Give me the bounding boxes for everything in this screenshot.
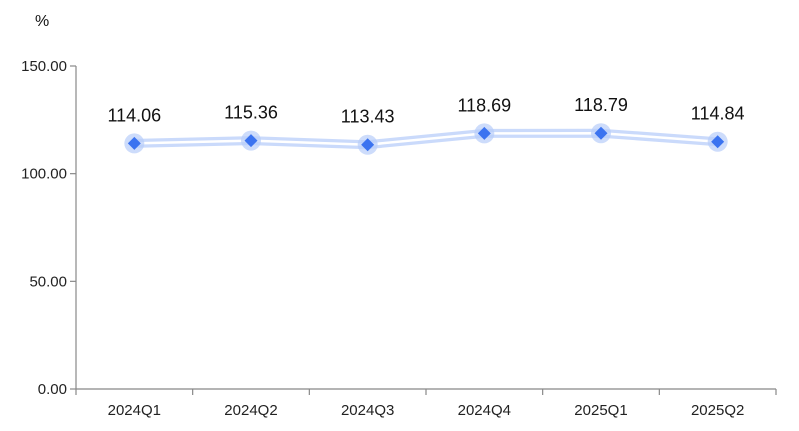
x-tick-label: 2024Q3: [341, 402, 394, 419]
data-point-diamond: [361, 138, 375, 152]
data-point-diamond: [594, 126, 608, 140]
axes: 0.00 50.00 100.00 150.00 2024Q1 2024Q2 2024Q3 2…: [21, 58, 777, 419]
data-labels: 114.06 115.36 113.43 118.69 118.79 114.84: [107, 95, 744, 127]
data-value-label: 113.43: [341, 107, 395, 127]
y-tick-label: 100.00: [21, 166, 67, 183]
x-tick-label: 2025Q2: [691, 402, 744, 419]
data-value-label: 118.69: [457, 95, 511, 115]
data-point-diamond: [127, 136, 141, 150]
x-tick-label: 2024Q4: [458, 402, 511, 419]
data-point-diamond: [244, 134, 258, 148]
y-axis-unit-label: %: [35, 13, 49, 30]
x-tick-label: 2025Q1: [574, 402, 627, 419]
data-point-diamond: [711, 135, 725, 149]
x-tick-label: 2024Q1: [108, 402, 161, 419]
data-value-label: 115.36: [224, 103, 278, 123]
y-tick-label: 0.00: [38, 381, 67, 398]
data-point-diamond: [477, 126, 491, 140]
series-line: [133, 131, 719, 146]
x-tick-label: 2024Q2: [224, 402, 277, 419]
data-value-label: 114.06: [107, 105, 161, 125]
data-value-label: 114.84: [691, 104, 745, 124]
series-layer: [124, 123, 728, 155]
y-tick-label: 50.00: [29, 273, 67, 290]
data-value-label: 118.79: [574, 95, 628, 115]
y-tick-label: 150.00: [21, 58, 67, 75]
